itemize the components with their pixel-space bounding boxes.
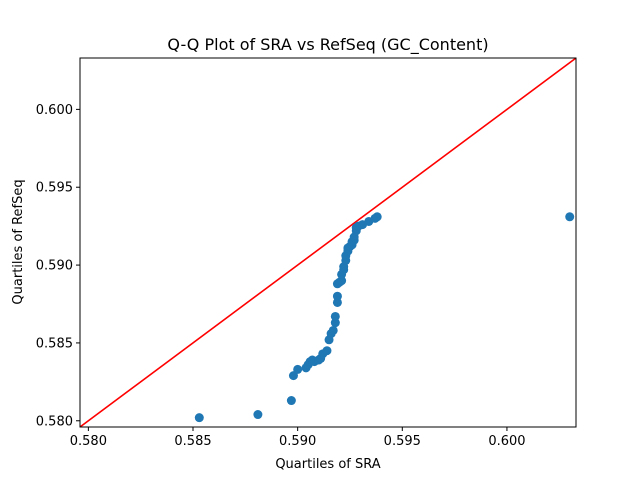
- chart-title: Q-Q Plot of SRA vs RefSeq (GC_Content): [167, 35, 488, 55]
- data-point: [330, 318, 340, 328]
- x-axis: 0.580 0.585 0.590 0.595 0.600: [70, 427, 526, 449]
- data-point: [337, 276, 347, 286]
- data-point: [194, 413, 204, 423]
- data-point: [565, 212, 575, 222]
- data-point: [293, 364, 303, 374]
- data-point: [253, 410, 263, 420]
- x-tick-label: 0.580: [70, 434, 107, 449]
- x-tick-label: 0.590: [279, 434, 316, 449]
- data-point: [328, 325, 338, 335]
- y-axis: 0.580 0.585 0.590 0.595 0.600: [36, 103, 80, 429]
- x-tick-label: 0.595: [384, 434, 421, 449]
- y-tick-label: 0.595: [36, 181, 73, 196]
- y-tick-label: 0.585: [36, 336, 73, 351]
- reference-line: [80, 58, 576, 427]
- data-point: [372, 212, 382, 222]
- x-tick-label: 0.600: [488, 434, 525, 449]
- data-point: [286, 396, 296, 406]
- y-tick-label: 0.590: [36, 259, 73, 274]
- data-point: [332, 291, 342, 301]
- data-point: [330, 311, 340, 321]
- data-point: [332, 297, 342, 307]
- points-layer: [194, 212, 575, 423]
- y-tick-label: 0.580: [36, 414, 73, 429]
- plot-frame: [79, 57, 577, 428]
- data-point: [322, 346, 332, 356]
- x-tick-label: 0.585: [174, 434, 211, 449]
- y-tick-label: 0.600: [36, 103, 73, 118]
- x-axis-label: Quartiles of SRA: [275, 457, 380, 472]
- y-axis-label: Quartiles of RefSeq: [11, 179, 26, 304]
- plot-area: [80, 58, 576, 427]
